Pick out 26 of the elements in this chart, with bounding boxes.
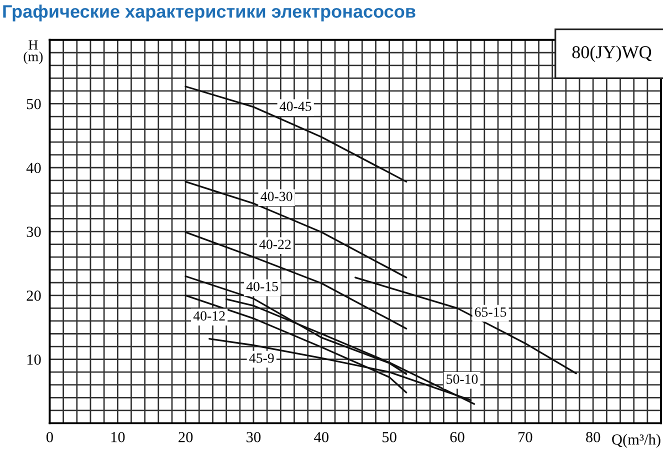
x-tick-label: 40 xyxy=(314,432,328,442)
x-tick-label: 60 xyxy=(450,432,464,442)
y-tick-label: 30 xyxy=(26,226,41,237)
x-tick-label: 80 xyxy=(586,432,600,442)
y-tick-label: 40 xyxy=(26,162,41,174)
x-tick-label: 30 xyxy=(246,432,261,442)
x-tick-label: 0 xyxy=(46,432,53,442)
x-tick-label: 10 xyxy=(111,432,125,442)
annotation: 40-45 xyxy=(280,102,312,112)
x-tick-label: 20 xyxy=(178,432,193,442)
annotation: 65-15 xyxy=(474,307,506,317)
annotation: 40-30 xyxy=(260,192,292,202)
y-tick-label: 20 xyxy=(26,290,41,301)
annotation: 50-10 xyxy=(446,374,478,384)
y-axis-title: H (m) xyxy=(24,40,43,64)
chart-title: Графические характеристики электронасосов xyxy=(3,4,416,22)
y-tick-label: 50 xyxy=(27,98,41,110)
y-tick-label: 10 xyxy=(27,354,41,365)
annotation: 80(JY)WQ xyxy=(572,46,652,62)
annotation: 40-15 xyxy=(246,282,278,292)
x-tick-label: 50 xyxy=(382,432,396,442)
annotation: 40-22 xyxy=(259,240,291,250)
annotation: 40-12 xyxy=(193,311,225,321)
x-tick-label: 70 xyxy=(518,432,532,442)
x-axis-title: Q(m³/h) xyxy=(612,434,660,448)
annotation: 45-9 xyxy=(249,353,274,363)
